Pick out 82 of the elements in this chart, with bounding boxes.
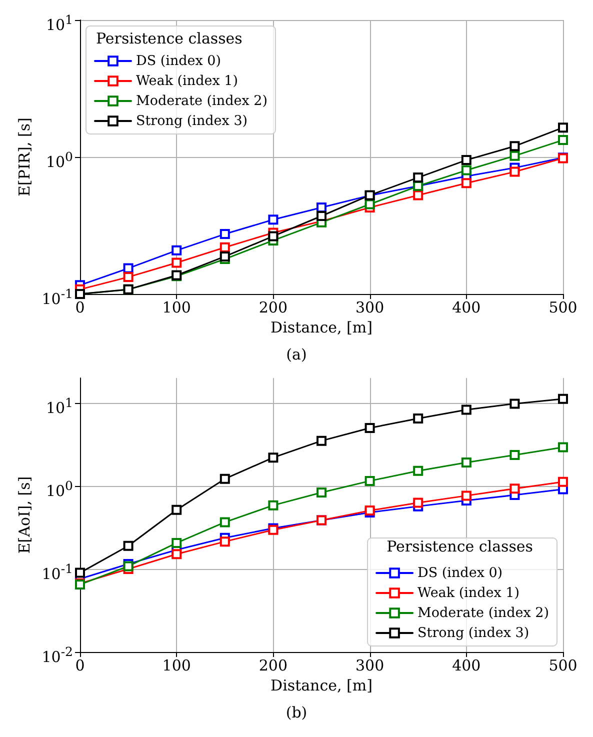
legend-label: Moderate (index 2) [418, 605, 550, 621]
x-tick-label: 400 [452, 656, 481, 674]
point [123, 561, 134, 572]
point [220, 517, 230, 528]
point [461, 165, 472, 176]
point [75, 568, 85, 578]
point [510, 150, 520, 161]
x-tick-label: 300 [355, 298, 384, 316]
point [316, 210, 326, 221]
point [268, 214, 278, 225]
x-tick-label: 100 [162, 656, 191, 674]
point [268, 500, 278, 510]
point [123, 540, 134, 551]
y-tick-label: 10$^{-2}$ [42, 643, 73, 667]
point [461, 490, 472, 501]
x-axis-title: Distance, [m] [270, 318, 372, 336]
point [461, 155, 472, 166]
point [268, 231, 278, 242]
legend-label: DS (index 0) [418, 565, 503, 581]
point [510, 450, 520, 460]
legend-label: Moderate (index 2) [136, 93, 268, 109]
point [220, 229, 230, 240]
text: (a) [286, 346, 307, 364]
x-tick-label: 200 [258, 656, 288, 674]
text: (b) [286, 704, 308, 722]
x-tick-label: 500 [548, 298, 578, 316]
point [220, 242, 230, 252]
point [172, 258, 182, 268]
x-tick-label: 400 [452, 298, 481, 316]
x-tick-label: 500 [548, 656, 578, 674]
x-tick-label: 0 [75, 656, 85, 674]
point [316, 436, 326, 446]
point [558, 122, 568, 133]
point [268, 452, 278, 463]
point [461, 457, 472, 468]
legend-label: Strong (index 3) [418, 625, 530, 641]
point [510, 166, 520, 177]
point [558, 394, 568, 404]
point [558, 476, 568, 487]
point [172, 245, 182, 256]
legend-label: DS (index 0) [136, 53, 222, 69]
y-tick-label: 10$^{1}$ [46, 394, 73, 418]
legend-label: Weak (index 1) [136, 73, 238, 89]
y-tick-label: 10$^{-1}$ [42, 285, 73, 309]
legend-title: Persistence classes [96, 30, 242, 48]
x-tick-label: 0 [75, 298, 85, 316]
point [220, 474, 230, 484]
x-axis-title: Distance, [m] [270, 676, 372, 694]
legend-label: Weak (index 1) [418, 585, 520, 601]
point [558, 442, 568, 452]
y-axis-title: E[PIR], [s] [16, 118, 34, 196]
point [413, 414, 424, 424]
y-tick-label: 10$^{-1}$ [42, 560, 73, 584]
point [364, 199, 375, 210]
point [316, 487, 326, 498]
point [461, 404, 472, 415]
legend-label: Strong (index 3) [136, 113, 248, 129]
x-tick-label: 200 [258, 298, 288, 316]
point [172, 504, 182, 515]
x-tick-label: 100 [162, 298, 191, 316]
point [413, 172, 424, 183]
point [364, 422, 375, 433]
y-tick-label: 10$^{1}$ [46, 11, 73, 35]
point [510, 141, 520, 152]
point [558, 135, 568, 146]
point [364, 476, 375, 486]
point [510, 484, 520, 494]
y-axis-title: E[AoI], [s] [16, 476, 34, 554]
point [172, 549, 182, 560]
point [123, 272, 134, 282]
legend-title: Persistence classes [386, 538, 534, 556]
point [510, 398, 520, 409]
point [172, 538, 182, 548]
y-tick-label: 10$^{0}$ [46, 148, 73, 172]
x-tick-label: 300 [355, 656, 384, 674]
point [220, 251, 230, 262]
y-tick-label: 10$^{0}$ [46, 476, 73, 501]
point [413, 466, 424, 476]
point [461, 178, 472, 188]
point [413, 498, 424, 508]
point [413, 190, 424, 200]
point [220, 536, 230, 547]
